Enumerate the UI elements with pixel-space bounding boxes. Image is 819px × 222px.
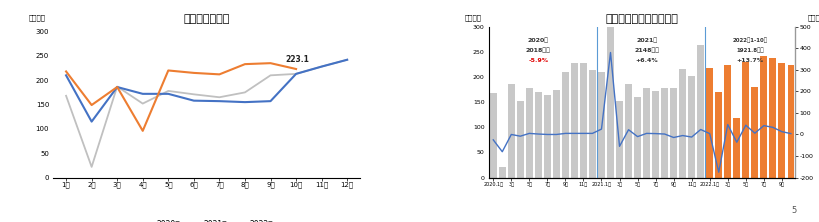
Bar — [759, 56, 767, 178]
Bar — [516, 101, 523, 178]
Bar — [615, 101, 622, 178]
Text: 1921.8万辆: 1921.8万辆 — [735, 47, 763, 53]
Bar — [561, 72, 568, 178]
Bar — [741, 62, 749, 178]
Bar — [642, 87, 649, 178]
Text: 2148万辆: 2148万辆 — [633, 47, 658, 53]
Bar — [723, 65, 731, 178]
Bar — [606, 14, 613, 178]
Text: +13.7%: +13.7% — [735, 58, 763, 63]
Text: +6.4%: +6.4% — [635, 58, 657, 63]
Bar — [543, 95, 550, 178]
Bar — [777, 63, 785, 178]
Bar — [525, 88, 532, 178]
Bar — [714, 91, 722, 178]
Bar — [669, 87, 676, 178]
Bar — [768, 58, 776, 178]
Bar — [552, 89, 559, 178]
Bar — [489, 93, 496, 178]
Bar — [597, 72, 604, 178]
Text: -5.9%: -5.9% — [527, 58, 548, 63]
Text: 2020年: 2020年 — [527, 37, 548, 43]
Bar — [624, 84, 631, 178]
Legend: 2020年, 2021年, 2022年: 2020年, 2021年, 2022年 — [137, 216, 276, 222]
Bar — [570, 63, 577, 178]
Text: （％）: （％） — [806, 14, 819, 21]
Text: 2018万辆: 2018万辆 — [525, 47, 550, 53]
Bar — [660, 87, 667, 178]
Text: 223.1: 223.1 — [286, 55, 310, 64]
Bar — [534, 91, 541, 178]
Bar — [633, 97, 640, 178]
Bar — [507, 83, 514, 178]
Bar — [579, 63, 586, 178]
Bar — [750, 87, 758, 178]
Bar — [786, 65, 794, 178]
Text: （万辆）: （万辆） — [29, 14, 46, 21]
Text: 5: 5 — [791, 206, 796, 215]
Bar — [696, 45, 704, 178]
Text: （万辆）: （万辆） — [464, 14, 481, 21]
Text: 2021年: 2021年 — [636, 37, 656, 43]
Bar — [651, 91, 658, 178]
Title: 乘用车月度销量: 乘用车月度销量 — [183, 14, 229, 24]
Bar — [588, 70, 595, 178]
Text: 2022年1-10月: 2022年1-10月 — [732, 37, 767, 43]
Bar — [498, 166, 505, 178]
Bar — [678, 69, 686, 178]
Bar — [705, 68, 713, 178]
Bar — [732, 118, 740, 178]
Bar — [687, 76, 695, 178]
Title: 乘用车月度销量及增长率: 乘用车月度销量及增长率 — [605, 14, 677, 24]
